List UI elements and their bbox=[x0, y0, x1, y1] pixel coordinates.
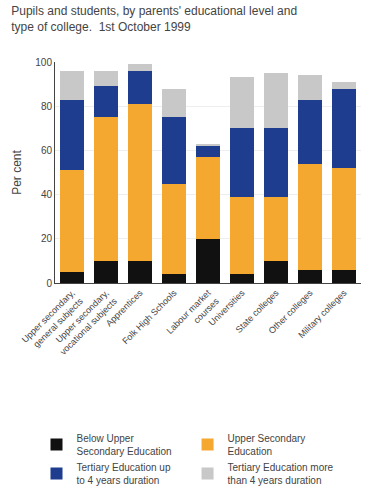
svg-text:Tertiary Education upto 4 year: Tertiary Education upto 4 years duration bbox=[77, 462, 171, 486]
svg-text:20: 20 bbox=[41, 233, 53, 244]
svg-text:Folk High Schools: Folk High Schools bbox=[120, 287, 179, 346]
svg-text:Universities: Universities bbox=[207, 287, 247, 327]
svg-text:0: 0 bbox=[46, 278, 52, 289]
svg-text:Pupils and students, by parent: Pupils and students, by parents' educati… bbox=[11, 4, 297, 34]
svg-text:Labour marketcourses: Labour marketcourses bbox=[164, 287, 221, 344]
svg-text:State colleges: State colleges bbox=[234, 287, 281, 334]
svg-text:Per cent: Per cent bbox=[10, 149, 24, 194]
svg-text:60: 60 bbox=[41, 145, 53, 156]
svg-text:Other colleges: Other colleges bbox=[266, 287, 314, 335]
svg-text:Tertiary Education morethan 4: Tertiary Education morethan 4 years dura… bbox=[228, 462, 334, 486]
svg-text:Upper SecondaryEducation: Upper SecondaryEducation bbox=[228, 433, 306, 457]
svg-text:Upper secondary,general subjec: Upper secondary,general subjects bbox=[20, 287, 85, 352]
svg-text:100: 100 bbox=[35, 57, 52, 68]
svg-text:80: 80 bbox=[41, 101, 53, 112]
svg-text:Upper secondary,vocational sub: Upper secondary,vocational subjects bbox=[50, 287, 119, 356]
svg-text:Below UpperSecondary Education: Below UpperSecondary Education bbox=[77, 433, 172, 457]
svg-text:40: 40 bbox=[41, 189, 53, 200]
svg-text:Military colleges: Military colleges bbox=[296, 287, 349, 340]
svg-text:Apprentices: Apprentices bbox=[104, 287, 145, 328]
